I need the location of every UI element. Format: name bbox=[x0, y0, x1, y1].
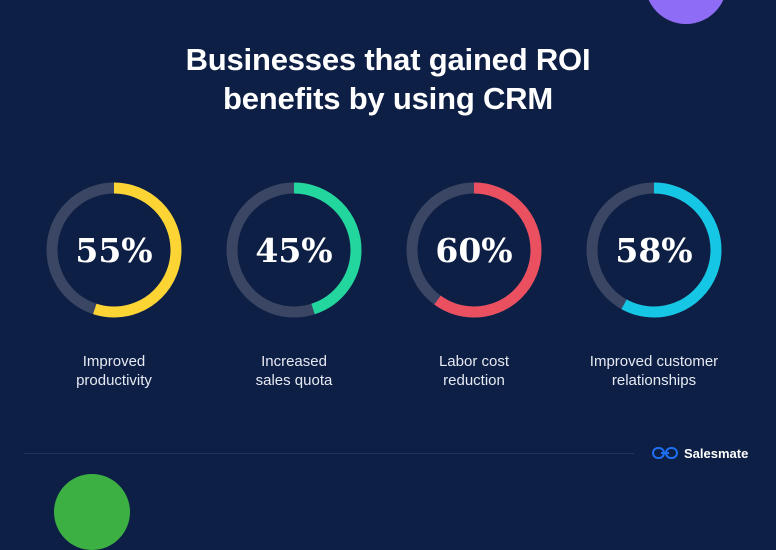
donut-chart-area: 55% 45% 60% 58% bbox=[46, 182, 722, 318]
category-label-line: Improved bbox=[82, 353, 146, 370]
donut-ring-3: 58% bbox=[586, 182, 722, 318]
category-label-line: Labor cost bbox=[438, 353, 510, 370]
ring-value-arc-3 bbox=[586, 182, 722, 318]
brand-name: Salesmate bbox=[684, 445, 749, 461]
ring-value-arc-2 bbox=[406, 182, 542, 318]
ring-percent-label-1: 45% bbox=[255, 231, 332, 270]
ring-percent-label-2: 60% bbox=[435, 231, 512, 270]
ring-percent-label-3: 58% bbox=[615, 231, 692, 270]
category-label-line: Increased bbox=[261, 353, 327, 370]
category-label-line: reduction bbox=[443, 372, 505, 389]
chart-title-line-1: Businesses that gained ROI bbox=[185, 42, 591, 77]
ring-value-arc-0 bbox=[46, 182, 182, 318]
category-label-line: productivity bbox=[76, 372, 152, 389]
footer-divider bbox=[24, 453, 634, 454]
category-label-line: sales quota bbox=[255, 372, 333, 389]
category-label-sales-quota: Increased sales quota bbox=[204, 352, 384, 390]
category-label-productivity: Improved productivity bbox=[24, 352, 204, 390]
ring-value-arc-1 bbox=[226, 182, 362, 318]
donut-ring-0: 55% bbox=[46, 182, 182, 318]
chart-title-line-2: benefits by using CRM bbox=[223, 81, 553, 116]
donut-ring-2: 60% bbox=[406, 182, 542, 318]
ring-percent-label-0: 55% bbox=[75, 231, 152, 270]
brand-logo: Salesmate bbox=[652, 444, 748, 462]
category-label-customer-relationships: Improved customer relationships bbox=[564, 352, 744, 390]
category-label-line: Improved customer bbox=[589, 353, 719, 370]
category-label-line: relationships bbox=[611, 372, 697, 389]
category-label-labor-cost: Labor cost reduction bbox=[384, 352, 564, 390]
salesmate-logo-icon bbox=[652, 447, 678, 459]
decorative-circle-green bbox=[54, 474, 130, 550]
donut-ring-1: 45% bbox=[226, 182, 362, 318]
chart-title: Businesses that gained ROI benefits by u… bbox=[0, 40, 776, 118]
